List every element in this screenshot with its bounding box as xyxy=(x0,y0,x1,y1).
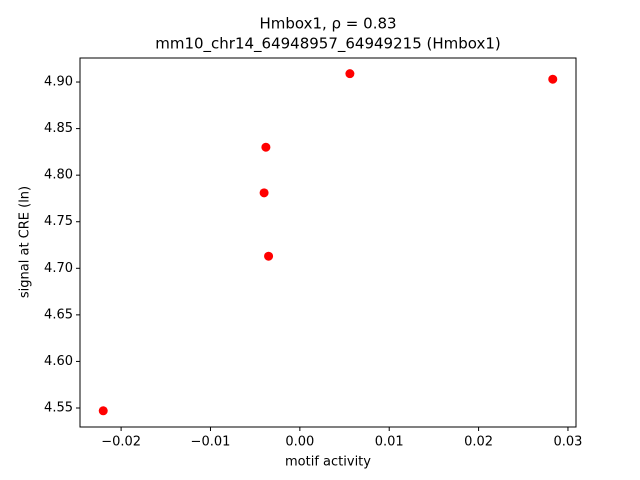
y-tick-label: 4.70 xyxy=(44,261,73,276)
x-tick-label: 0.00 xyxy=(285,435,314,450)
x-tick-label: 0.01 xyxy=(375,435,404,450)
scatter-point xyxy=(264,251,274,261)
y-tick-label: 4.80 xyxy=(44,168,73,183)
y-tick-label: 4.85 xyxy=(44,121,73,136)
y-tick-label: 4.55 xyxy=(44,401,73,416)
scatter-point xyxy=(259,188,269,198)
scatter-point xyxy=(98,406,108,416)
chart-title: Hmbox1, ρ = 0.83 xyxy=(259,15,396,33)
plot-frame xyxy=(79,57,577,428)
scatter-point xyxy=(261,142,271,152)
x-tick-label: −0.01 xyxy=(191,435,231,450)
x-tick-label: −0.02 xyxy=(101,435,141,450)
scatter-point xyxy=(345,69,355,79)
chart-subtitle: mm10_chr14_64948957_64949215 (Hmbox1) xyxy=(155,35,501,54)
y-tick-label: 4.75 xyxy=(44,214,73,229)
y-tick-label: 4.90 xyxy=(44,75,73,90)
x-tick-label: 0.03 xyxy=(553,435,582,450)
y-tick-label: 4.65 xyxy=(44,307,73,322)
y-tick-label: 4.60 xyxy=(44,354,73,369)
scatter-point xyxy=(548,74,558,84)
y-axis-label: signal at CRE (ln) xyxy=(18,186,33,298)
x-axis-label: motif activity xyxy=(285,455,371,470)
x-tick-label: 0.02 xyxy=(464,435,493,450)
